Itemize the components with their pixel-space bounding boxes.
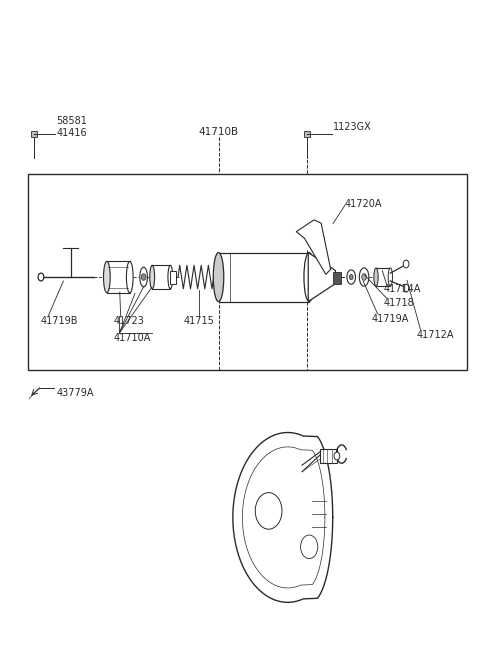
Ellipse shape [126, 261, 133, 293]
Polygon shape [308, 253, 336, 302]
Bar [333, 272, 341, 283]
Circle shape [38, 273, 44, 281]
Bar [31, 131, 36, 137]
Circle shape [349, 274, 353, 279]
Text: 41714A: 41714A [383, 284, 420, 294]
Bar [376, 268, 390, 286]
Ellipse shape [140, 267, 147, 287]
Bar [107, 261, 130, 293]
Ellipse shape [347, 270, 356, 284]
Text: 41715: 41715 [184, 316, 215, 327]
Ellipse shape [304, 253, 314, 302]
Circle shape [255, 493, 282, 529]
Text: 41718: 41718 [383, 298, 414, 308]
Text: 41712A: 41712A [417, 329, 454, 340]
Text: 43779A: 43779A [56, 388, 94, 398]
Ellipse shape [104, 261, 110, 293]
Bar [170, 270, 176, 283]
Bar [28, 174, 467, 371]
Bar [218, 253, 309, 302]
Bar [320, 449, 337, 463]
Circle shape [334, 452, 340, 460]
Ellipse shape [374, 268, 378, 286]
Text: 41710A: 41710A [114, 333, 151, 344]
Ellipse shape [150, 265, 155, 289]
Bar [152, 265, 170, 289]
Ellipse shape [168, 265, 173, 289]
Ellipse shape [360, 268, 369, 286]
Circle shape [300, 535, 318, 559]
Circle shape [362, 274, 366, 280]
Text: 41719B: 41719B [40, 316, 78, 327]
Ellipse shape [388, 268, 393, 286]
Bar [304, 131, 310, 137]
Circle shape [403, 284, 409, 292]
Text: 41723: 41723 [114, 316, 144, 327]
Circle shape [141, 274, 146, 280]
Text: 41719A: 41719A [371, 314, 408, 324]
Text: 41710B: 41710B [198, 127, 239, 137]
Text: 41720A: 41720A [345, 199, 383, 209]
Text: 1123GX: 1123GX [333, 122, 372, 132]
Text: 58581
41416: 58581 41416 [56, 116, 87, 138]
Polygon shape [296, 220, 331, 274]
Circle shape [403, 260, 409, 268]
Ellipse shape [213, 253, 224, 302]
